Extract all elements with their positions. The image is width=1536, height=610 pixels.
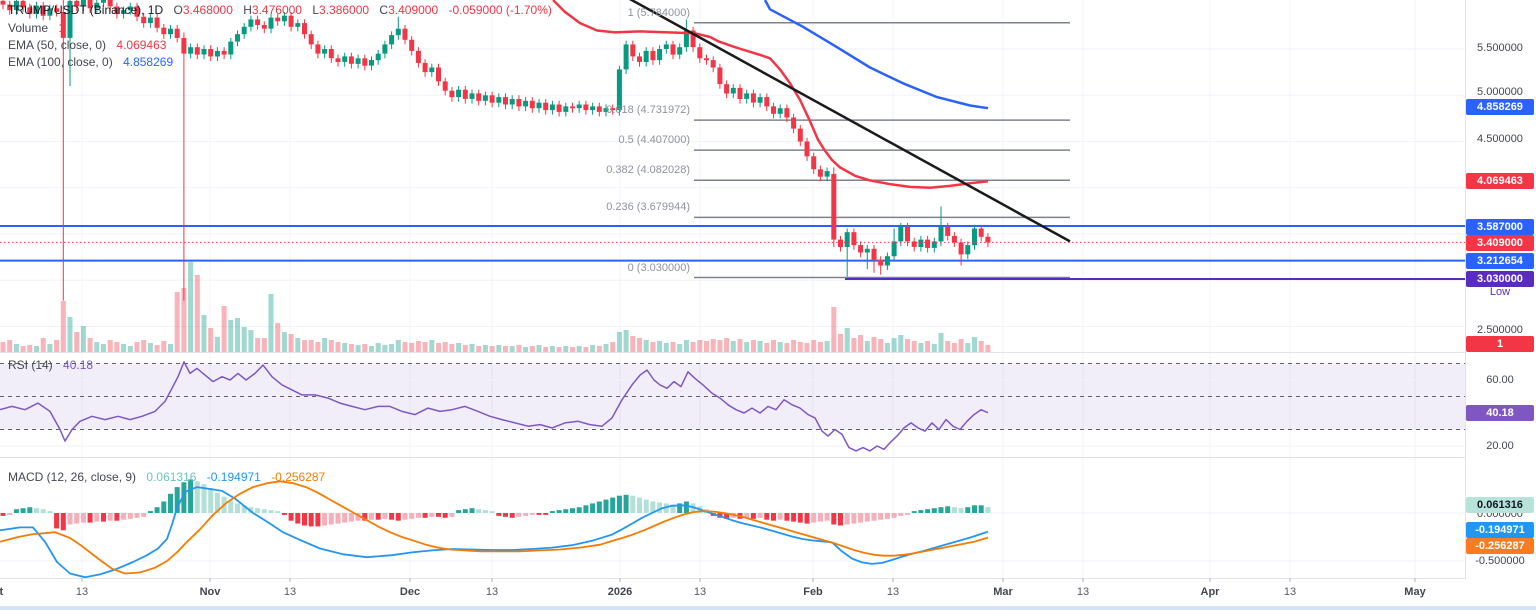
macd-line-value: -0.194971 [206, 470, 261, 484]
time-axis-label[interactable]: Oct [0, 586, 4, 598]
fib-level-label: 0 (3.030000) [627, 261, 690, 274]
price-axis-label: 5.500000 [1477, 42, 1523, 54]
change-value: -0.059000 (-1.70%) [448, 3, 552, 17]
time-axis-label[interactable]: 2026 [607, 586, 633, 598]
rsi-axis-label: 60.00 [1486, 374, 1514, 386]
macd-axis-label: -0.500000 [1475, 555, 1525, 567]
price-axis-label: 2.500000 [1477, 324, 1523, 336]
rsi-label: RSI (14) [8, 358, 53, 372]
ema50-line [552, 0, 989, 190]
price-axis-label: 4.500000 [1477, 133, 1523, 145]
rsi-line [0, 361, 989, 452]
timeline-scrollbar[interactable] [0, 606, 1536, 610]
price-axis-badge: 3.587000 [1466, 219, 1534, 235]
price-gridlines [0, 48, 1465, 327]
open-label: O [173, 3, 183, 17]
macd-legend-row[interactable]: MACD (12, 26, close, 9) 0.061316 -0.1949… [8, 470, 325, 484]
time-axis-label[interactable]: 13 [1076, 586, 1090, 598]
symbol-legend-row[interactable]: TRUMP/USDT (Binance), 1D O3.468000 H3.47… [8, 3, 552, 17]
volume-value: 1 [58, 21, 66, 35]
ema50-label: EMA (50, close, 0) [8, 38, 107, 52]
fib-level-label: 0.5 (4.407000) [618, 134, 690, 147]
symbol-title: TRUMP/USDT (Binance), 1D [8, 3, 164, 17]
time-axis-label[interactable]: Mar [993, 586, 1013, 598]
macd-axis-badge: -0.194971 [1466, 522, 1534, 538]
ema100-legend-row[interactable]: EMA (100, close, 0) 4.858269 [8, 55, 173, 69]
price-axis-badge: 4.069463 [1466, 173, 1534, 189]
macd-axis-badge: -0.256287 [1466, 538, 1534, 554]
rsi-axis-badge: 40.18 [1466, 405, 1534, 421]
time-axis-label[interactable]: Nov [199, 586, 221, 598]
ema50-series [552, 0, 989, 190]
ema100-series [763, 0, 989, 110]
close-value: 3.409000 [388, 3, 439, 17]
time-axis-label[interactable]: Apr [1200, 586, 1220, 598]
trendline [629, 0, 1071, 243]
macd-label: MACD (12, 26, close, 9) [8, 470, 137, 484]
macd-axis-badge: 0.061316 [1466, 497, 1534, 513]
price-axis-badge: 3.212654 [1466, 253, 1534, 269]
macd-histogram [0, 479, 991, 531]
time-axis-label[interactable]: 13 [283, 586, 297, 598]
price-axis-badge: 3.030000 [1466, 271, 1534, 287]
price-axis-badge: 3.409000 [1466, 235, 1534, 251]
ema50-legend-row[interactable]: EMA (50, close, 0) 4.069463 [8, 38, 166, 52]
rsi-levels [0, 363, 1465, 447]
rsi-axis-label: 20.00 [1486, 440, 1514, 452]
price-overlay-lines [0, 241, 1465, 280]
time-axis-label[interactable]: Feb [803, 586, 823, 598]
price-axis-badge: 4.858269 [1466, 99, 1534, 115]
low-label: L [312, 3, 320, 17]
close-label: C [379, 3, 389, 17]
fib-level-label: 0.382 (4.082028) [606, 164, 690, 177]
time-axis-label[interactable]: 13 [1283, 586, 1297, 598]
rsi-legend-row[interactable]: RSI (14) 40.18 [8, 358, 93, 372]
volume-legend-row[interactable]: Volume 1 [8, 21, 65, 35]
time-axis-label[interactable]: 13 [485, 586, 499, 598]
fib-retracement [694, 22, 1070, 279]
fib-level-label: 0.236 (3.679944) [606, 201, 690, 214]
time-axis-label[interactable]: May [1404, 586, 1426, 598]
price-axis-label: 5.000000 [1477, 86, 1523, 98]
time-axis-label[interactable]: 13 [693, 586, 707, 598]
ema100-label: EMA (100, close, 0) [8, 55, 113, 69]
macd-signal-value: -0.256287 [271, 470, 326, 484]
pane-dividers [0, 0, 1536, 582]
signal-line [0, 480, 989, 575]
volume-series [0, 262, 991, 352]
ema100-value: 4.858269 [123, 55, 174, 69]
fib-level-label: 1 (5.784000) [627, 6, 690, 19]
ema100-line [763, 0, 989, 110]
open-value: 3.468000 [182, 3, 233, 17]
high-label: H [243, 3, 252, 17]
time-axis-label[interactable]: Dec [399, 586, 421, 598]
volume-label: Volume [8, 21, 49, 35]
ema50-value: 4.069463 [116, 38, 167, 52]
macd-line [0, 486, 989, 579]
low-line-label: Low [1489, 286, 1511, 298]
rsi-value: 40.18 [63, 358, 94, 372]
vertical-gridlines [81, 0, 1416, 578]
time-axis-label[interactable]: 13 [75, 586, 89, 598]
time-axis-label[interactable]: 13 [886, 586, 900, 598]
high-value: 3.476000 [251, 3, 302, 17]
macd-hist-value: 0.061316 [146, 470, 197, 484]
horizontal-level-lines [0, 225, 1465, 262]
fib-level-label: 0.618 (4.731972) [606, 104, 690, 117]
price-axis-badge: 1 [1466, 336, 1534, 352]
low-value: 3.386000 [319, 3, 370, 17]
candlestick-series [0, 0, 991, 301]
